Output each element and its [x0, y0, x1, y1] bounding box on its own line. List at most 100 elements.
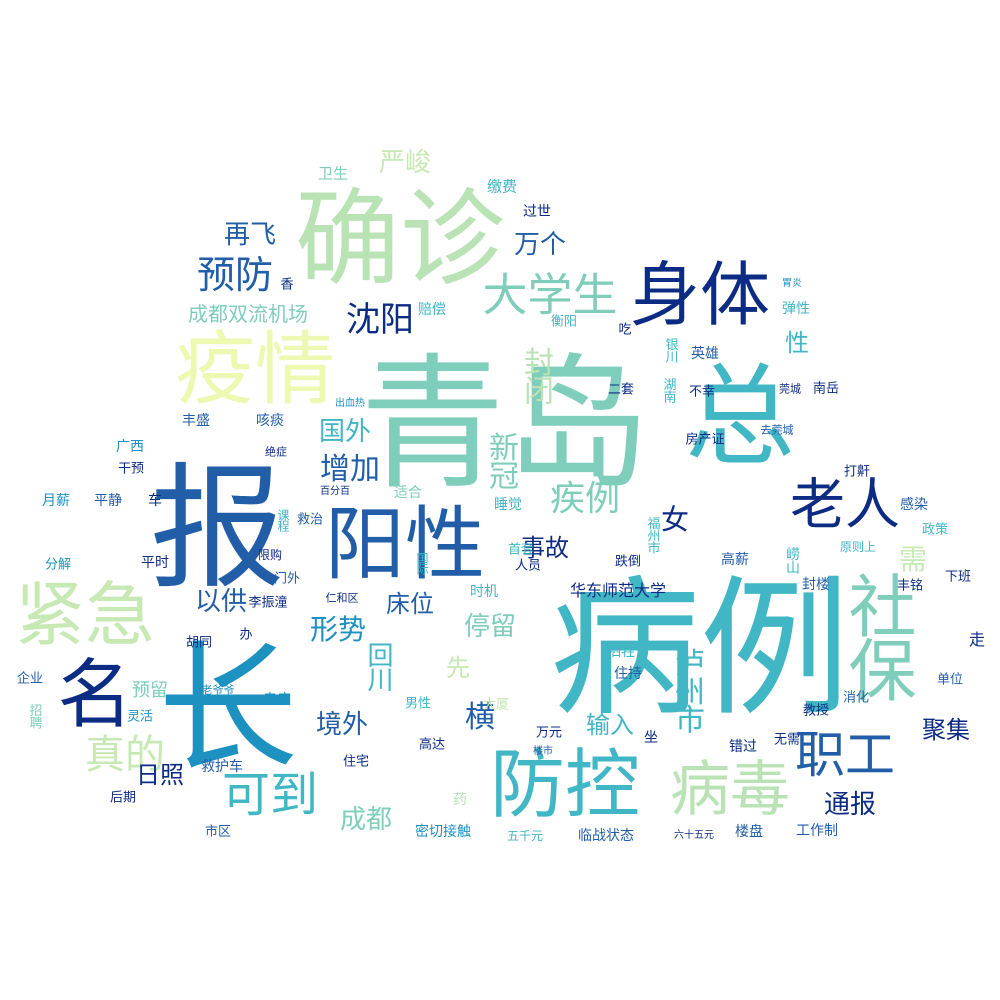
word: 住持: [614, 666, 642, 682]
word: 绝症: [265, 445, 287, 459]
word: 消化: [842, 690, 870, 706]
word: 卫生: [317, 164, 349, 183]
word: 长: [134, 634, 297, 766]
word: 赔偿: [418, 302, 446, 318]
word: 日照: [136, 761, 184, 789]
word: 阳性: [325, 498, 485, 591]
word: 横: [465, 700, 495, 735]
word: 真的: [85, 732, 165, 778]
word: 办: [239, 627, 253, 643]
word: 出血热: [335, 398, 365, 409]
word: 女: [660, 503, 690, 536]
word: 形势: [309, 613, 367, 646]
word: 平静: [94, 493, 122, 509]
word: 月薪: [42, 493, 70, 509]
word: 名: [57, 650, 133, 739]
word: 人员: [514, 558, 542, 574]
word: 衡阳: [550, 314, 578, 330]
word: 临战状态: [578, 828, 634, 844]
word: 丰盛: [182, 413, 210, 429]
word: 时机: [470, 584, 498, 600]
word: 广西: [116, 439, 144, 455]
word: 政策: [921, 522, 949, 538]
word: 防控: [489, 740, 641, 829]
word: 下班: [944, 569, 972, 585]
word: 先: [446, 654, 470, 682]
word: 胃炎: [782, 278, 802, 289]
word: 适合: [394, 485, 422, 501]
word: 沈阳: [346, 300, 414, 340]
word: 工作制: [796, 823, 838, 839]
word: 限购: [257, 548, 283, 562]
word: 青岛: [360, 340, 650, 510]
word: 房产证: [685, 432, 725, 448]
word: 总: [666, 358, 794, 462]
word: 疾例: [549, 479, 621, 520]
word: 仁和区: [325, 591, 359, 605]
word: 教授: [802, 703, 830, 719]
word: 跌倒: [614, 554, 642, 570]
word: 灵活: [126, 709, 154, 725]
word: 成都: [339, 805, 393, 835]
word: 坐: [644, 730, 658, 746]
word: 丰铭: [896, 578, 924, 594]
word: 平时: [141, 555, 169, 571]
word: 原则上: [839, 540, 877, 554]
word: 停留: [463, 612, 517, 642]
word: 六十五元: [674, 830, 714, 841]
word: 课程: [276, 508, 290, 532]
word: 事故: [521, 534, 569, 562]
word: 首套: [507, 542, 535, 558]
word: 通报: [823, 790, 877, 820]
word: 打鼾: [843, 464, 871, 480]
word: 病例: [549, 563, 851, 737]
word: 再飞: [223, 220, 277, 250]
word: 预防: [196, 253, 274, 297]
word: 救治: [296, 512, 324, 528]
word: 南岳: [812, 381, 840, 397]
word: 严峻: [378, 148, 432, 178]
word: 去莞城: [760, 423, 794, 437]
word: 干预: [117, 461, 145, 477]
word: 英雄: [691, 346, 719, 362]
word: 疫情: [175, 323, 335, 416]
word: 楼市: [533, 746, 553, 757]
word: 国际: [415, 551, 429, 575]
word: 五千元: [506, 829, 544, 843]
word: 银川: [662, 337, 678, 363]
word: 老爷爷: [201, 683, 235, 697]
word: 二套: [607, 382, 635, 398]
word: 高达: [418, 737, 446, 753]
word: 大厦: [482, 697, 510, 713]
word: 病毒: [670, 755, 790, 825]
word: 封闭: [518, 346, 553, 404]
word: 需: [898, 543, 928, 576]
word: 感染: [900, 497, 928, 513]
word: 楼盘: [735, 824, 763, 840]
word: 单位: [936, 672, 964, 688]
word: 确诊: [294, 178, 506, 301]
word: 崂山: [784, 546, 800, 574]
word: 床位: [386, 590, 434, 618]
word: 缴费: [486, 177, 518, 196]
word: 高薪: [721, 552, 749, 568]
word: 老人: [789, 472, 901, 537]
word: 咳痰: [256, 413, 284, 429]
word: 万个: [513, 230, 567, 260]
word: 寺庙: [263, 692, 291, 708]
word: 性: [785, 329, 809, 357]
word: 走: [968, 630, 986, 649]
word: 住宅: [342, 754, 370, 770]
word: 大学生: [482, 268, 618, 322]
word: 无需: [773, 732, 801, 748]
word: 输入: [586, 711, 634, 739]
word: 门外: [273, 571, 301, 587]
word: 境外: [315, 710, 369, 740]
word: 国外: [318, 417, 372, 447]
word: 睡觉: [494, 497, 522, 513]
word: 车: [148, 493, 162, 509]
word: 报: [126, 456, 284, 584]
word: 企业: [16, 671, 44, 687]
word: 以供: [194, 587, 248, 617]
